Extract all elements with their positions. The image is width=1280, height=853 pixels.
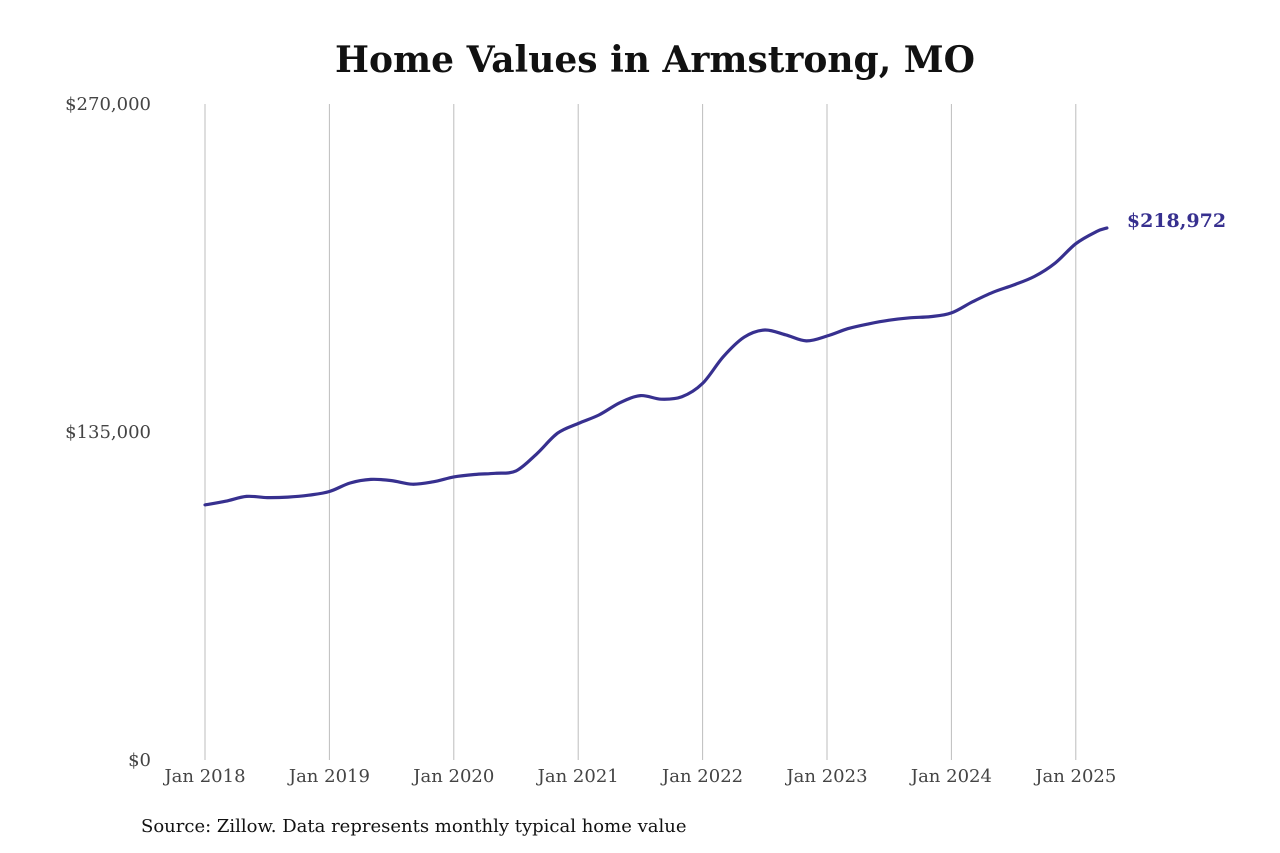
data-point bbox=[701, 382, 704, 385]
data-point bbox=[411, 483, 414, 486]
data-point bbox=[307, 494, 310, 497]
y-tick-label: $270,000 bbox=[65, 94, 151, 115]
x-tick-label: Jan 2018 bbox=[162, 766, 245, 787]
data-point bbox=[846, 327, 849, 330]
y-axis-ticks: $0 $135,000 $270,000 bbox=[65, 94, 151, 771]
series-layer: $218,972 bbox=[203, 210, 1226, 507]
y-tick-label: $135,000 bbox=[65, 422, 151, 443]
data-point bbox=[826, 335, 829, 338]
gridlines bbox=[204, 104, 1077, 760]
series-line bbox=[203, 226, 1109, 507]
data-point bbox=[1054, 262, 1057, 265]
x-tick-label: Jan 2021 bbox=[536, 766, 619, 787]
data-point bbox=[349, 482, 352, 485]
data-point bbox=[452, 475, 455, 478]
x-tick-label: Jan 2023 bbox=[784, 766, 867, 787]
data-point bbox=[1074, 242, 1077, 245]
data-point bbox=[369, 478, 372, 481]
data-point bbox=[432, 480, 435, 483]
data-point bbox=[224, 500, 227, 503]
data-point bbox=[950, 311, 953, 314]
data-point bbox=[1095, 230, 1098, 233]
data-point bbox=[535, 452, 538, 455]
data-point bbox=[805, 339, 808, 342]
data-point bbox=[618, 401, 621, 404]
data-point bbox=[991, 291, 994, 294]
x-tick-label: Jan 2025 bbox=[1033, 766, 1116, 787]
data-point bbox=[286, 496, 289, 499]
data-point bbox=[577, 422, 580, 425]
data-point bbox=[1033, 275, 1036, 278]
data-point bbox=[1105, 227, 1108, 230]
data-point bbox=[204, 503, 207, 506]
data-point bbox=[1012, 284, 1015, 287]
x-tick-label: Jan 2024 bbox=[909, 766, 992, 787]
data-point bbox=[266, 496, 269, 499]
y-tick-label: $0 bbox=[128, 750, 151, 771]
end-value-label: $218,972 bbox=[1127, 210, 1226, 232]
data-point bbox=[597, 414, 600, 417]
data-point bbox=[515, 469, 518, 472]
x-tick-label: Jan 2022 bbox=[660, 766, 743, 787]
data-point bbox=[784, 333, 787, 336]
data-point bbox=[660, 398, 663, 401]
source-note: Source: Zillow. Data represents monthly … bbox=[141, 816, 687, 837]
data-point bbox=[245, 495, 248, 498]
x-tick-label: Jan 2019 bbox=[287, 766, 370, 787]
data-point bbox=[680, 395, 683, 398]
data-point bbox=[328, 490, 331, 493]
data-point bbox=[722, 355, 725, 358]
data-point bbox=[908, 316, 911, 319]
data-point bbox=[494, 472, 497, 475]
data-point bbox=[763, 329, 766, 332]
data-point bbox=[556, 432, 559, 435]
data-point bbox=[929, 315, 932, 318]
data-point bbox=[390, 479, 393, 482]
data-point bbox=[971, 301, 974, 304]
data-point bbox=[867, 322, 870, 325]
chart-title: Home Values in Armstrong, MO bbox=[335, 39, 975, 81]
data-point bbox=[888, 319, 891, 322]
data-point bbox=[743, 336, 746, 339]
data-point bbox=[639, 394, 642, 397]
x-tick-label: Jan 2020 bbox=[411, 766, 494, 787]
data-point bbox=[473, 473, 476, 476]
x-axis-ticks: Jan 2018 Jan 2019 Jan 2020 Jan 2021 Jan 2022… bbox=[162, 766, 1116, 787]
